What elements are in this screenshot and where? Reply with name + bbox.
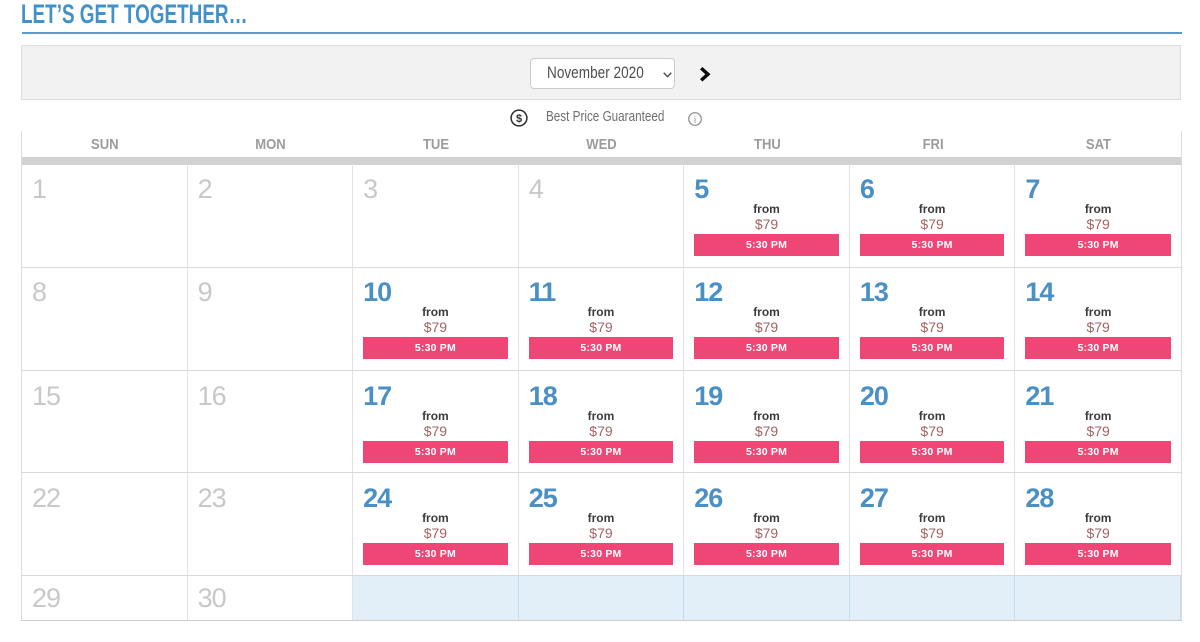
svg-text:i: i: [694, 115, 697, 125]
svg-text:$: $: [516, 113, 522, 125]
